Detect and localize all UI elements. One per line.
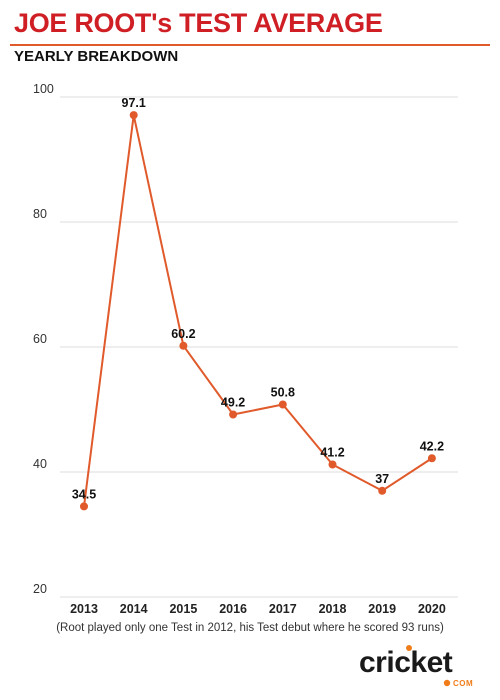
chart-title: JOE ROOT's TEST AVERAGE [14,8,383,38]
y-tick-label: 100 [33,82,54,96]
data-label: 49.2 [221,396,245,410]
x-tick-label: 2015 [169,602,197,616]
data-label: 37 [375,472,389,486]
y-tick-label: 20 [33,582,47,596]
data-point [378,486,387,495]
x-tick-label: 2018 [319,602,347,616]
data-point [80,502,88,511]
logo-dot-icon [406,645,412,651]
footnote: (Root played only one Test in 2012, his … [56,622,444,634]
y-tick-label: 40 [33,457,47,471]
data-label: 42.2 [420,439,444,453]
data-point [427,454,436,463]
data-point [179,341,188,350]
x-tick-label: 2019 [368,602,396,616]
title-divider [10,44,490,46]
x-tick-label: 2017 [269,602,297,616]
logo-bullet-icon [443,679,451,687]
data-point [328,460,337,469]
logo-suffix: COM [453,679,473,688]
data-label: 97.1 [122,96,146,110]
y-tick-label: 60 [33,332,47,346]
x-tick-label: 2020 [418,602,446,616]
logo-word: cricket [359,646,453,679]
x-tick-label: 2013 [70,602,98,616]
data-point [278,400,287,409]
x-tick-label: 2016 [219,602,247,616]
line-chart: 20 40 60 80 100 2013 2014 2015 2016 2017 2018 2019 2… [33,82,458,616]
data-point [229,410,238,419]
series-line [83,114,433,507]
data-label: 41.2 [320,446,344,460]
data-label: 34.5 [72,487,96,501]
y-tick-label: 80 [33,207,47,221]
data-point [129,111,138,120]
data-label: 50.8 [271,386,295,400]
chart-subtitle: YEARLY BREAKDOWN [14,48,179,65]
x-tick-label: 2014 [120,602,148,616]
data-label: 60.2 [171,327,195,341]
cricket-com-logo: cricket COM [359,645,473,688]
